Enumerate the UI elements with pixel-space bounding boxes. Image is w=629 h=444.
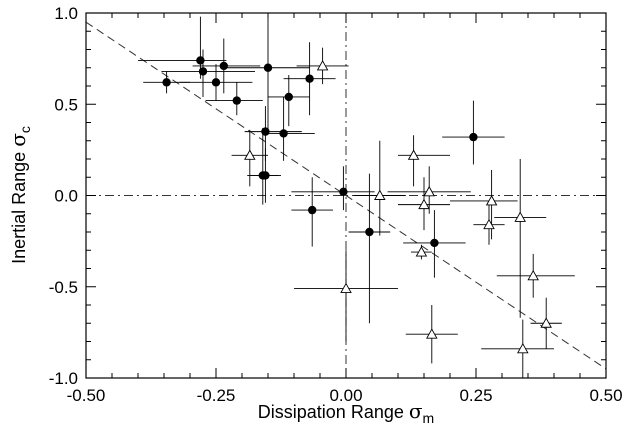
- axis-ticks: [85, 12, 607, 379]
- data-point-triangle: [374, 189, 386, 200]
- data-point-triangle: [423, 185, 435, 197]
- x-tick-label: 0.50: [589, 386, 622, 405]
- y-tick-label: 1.0: [54, 4, 78, 23]
- x-tick-label: 0.00: [329, 386, 362, 405]
- data-point-circle: [211, 78, 221, 87]
- data-point-circle: [308, 205, 317, 215]
- y-axis-label-symbol: σ: [6, 133, 30, 147]
- data-point-triangle: [244, 149, 256, 160]
- data-point-circle: [430, 238, 439, 248]
- y-tick-label: 0.0: [54, 187, 78, 206]
- x-tick-label: -0.25: [197, 386, 236, 405]
- x-tick-label: 0.25: [459, 386, 492, 405]
- data-point-circle: [284, 92, 293, 102]
- y-tick-label: -0.5: [49, 278, 78, 297]
- data-point-circle: [365, 227, 374, 237]
- data-point-triangle: [485, 195, 498, 206]
- y-axis-label: Inertial Range σc: [6, 126, 33, 264]
- data-point-triangle: [483, 218, 495, 230]
- data-point-circle: [469, 132, 478, 142]
- data-point-circle: [263, 63, 273, 72]
- data-point-triangle: [340, 282, 352, 294]
- data-point-circle: [232, 96, 241, 105]
- x-axis-label: Dissipation Range σm: [258, 399, 434, 426]
- data-point-triangle: [316, 59, 329, 71]
- data-point-triangle: [527, 269, 539, 281]
- data-point-circle: [339, 187, 348, 197]
- axis-tick-labels: -0.50 -0.25 0.00 0.25 0.50 -1.0 -0.5 0.0 0.5 1.0: [49, 4, 623, 405]
- data-point-triangle: [418, 198, 430, 210]
- data-point-triangle: [517, 342, 529, 354]
- data-point-triangle: [426, 328, 438, 339]
- data-markers: [162, 56, 552, 354]
- data-point-circle: [162, 78, 171, 87]
- data-point-circle: [219, 61, 228, 71]
- data-point-triangle: [415, 246, 428, 257]
- y-axis-label-subscript: c: [17, 126, 33, 133]
- data-point-triangle: [514, 211, 526, 222]
- data-point-circle: [196, 56, 205, 65]
- y-tick-label: -1.0: [49, 369, 78, 388]
- data-point-circle: [305, 74, 314, 83]
- data-point-circle: [279, 129, 288, 138]
- diagonal-reference-line: [86, 21, 606, 370]
- data-point-circle: [198, 67, 208, 76]
- x-axis-label-text: Dissipation Range: [258, 402, 404, 422]
- data-point-triangle: [407, 149, 420, 160]
- data-point-circle: [258, 171, 267, 180]
- data-point-circle: [261, 127, 270, 136]
- y-tick-label: 0.5: [54, 95, 78, 114]
- x-tick-label: -0.50: [67, 386, 106, 405]
- x-axis-label-symbol: σ: [409, 399, 423, 423]
- y-axis-label-text: Inertial Range: [9, 152, 29, 264]
- data-point-triangle: [540, 317, 552, 328]
- x-axis-label-subscript: m: [423, 410, 435, 426]
